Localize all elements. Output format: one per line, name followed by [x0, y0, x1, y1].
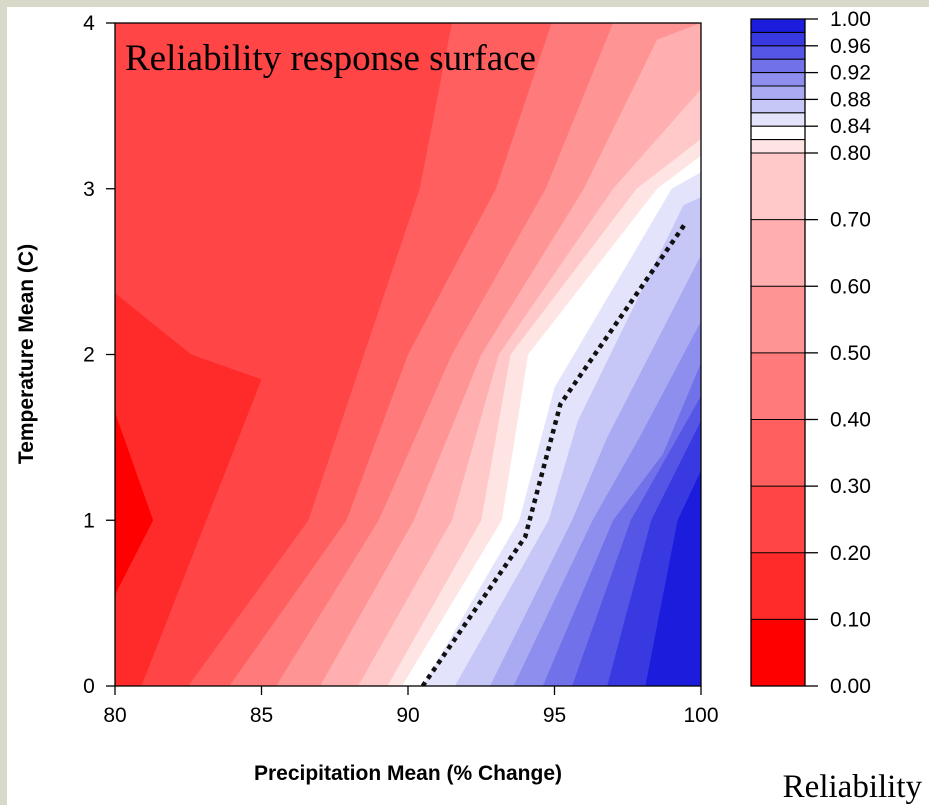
colorbar-swatch: [751, 486, 805, 553]
colorbar-tick-label: 0.96: [830, 35, 871, 58]
y-tick-label: 1: [83, 509, 95, 532]
contour-fill-layer: [115, 23, 701, 686]
colorbar-tick-label: 0.20: [830, 542, 871, 565]
x-tick-label: 85: [250, 704, 273, 727]
threshold-dotted-line: [420, 220, 689, 686]
colorbar-swatch: [751, 112, 805, 127]
colorbar-tick-label: 0.10: [830, 608, 871, 631]
colorbar-tick-label: 0.92: [830, 62, 871, 85]
y-tick-label: 4: [83, 12, 95, 35]
colorbar-swatch: [751, 19, 805, 33]
colorbar: 0.00 0.10 0.20 0.30 0.40 0.50 0.60 0.70 0.80 0.84…: [750, 8, 871, 698]
colorbar-tick-label: 0.80: [830, 142, 871, 165]
colorbar-swatch: [751, 59, 805, 73]
colorbar-tick-label: 0.40: [830, 409, 871, 432]
colorbar-tick-label: 0.70: [830, 209, 871, 232]
chart-title: Reliability response surface: [125, 38, 536, 79]
x-tick-label: 95: [543, 704, 566, 727]
y-axis-title: Temperature Mean (C): [15, 244, 38, 464]
colorbar-swatch: [751, 45, 805, 60]
colorbar-swatch: [751, 139, 805, 153]
colorbar-tick-label: 0.84: [830, 115, 871, 138]
colorbar-swatch: [751, 32, 805, 46]
colorbar-swatch: [751, 99, 805, 113]
x-axis-title: Precipitation Mean (% Change): [254, 762, 562, 785]
x-tick-label: 100: [683, 704, 718, 727]
colorbar-swatch: [751, 219, 805, 287]
colorbar-tick-label: 0.88: [830, 88, 871, 111]
contour-band-0.98: [645, 470, 701, 686]
x-tick-label: 80: [103, 704, 126, 727]
colorbar-tick-label: 0.00: [830, 675, 871, 698]
colorbar-swatch: [751, 419, 805, 487]
colorbar-tick-label: 0.50: [830, 342, 871, 365]
colorbar-title: Reliability: [783, 769, 923, 805]
colorbar-swatch: [751, 126, 805, 140]
colorbar-swatch: [751, 153, 805, 220]
y-tick-label: 0: [83, 675, 95, 698]
x-tick-label: 90: [396, 704, 419, 727]
y-tick-label: 2: [83, 344, 95, 367]
colorbar-swatch: [751, 286, 805, 353]
colorbar-tick-label: 0.30: [830, 475, 871, 498]
y-tick-label: 3: [83, 178, 95, 201]
colorbar-swatch: [751, 352, 805, 420]
colorbar-swatch: [751, 86, 805, 100]
plot-axes: 80 85 90 95 100 0 1 2 3 4: [83, 12, 718, 727]
colorbar-tick-label: 1.00: [830, 8, 871, 31]
colorbar-tick-label: 0.60: [830, 275, 871, 298]
colorbar-swatch: [751, 72, 805, 86]
colorbar-swatch: [751, 552, 805, 620]
colorbar-swatch: [751, 619, 805, 686]
